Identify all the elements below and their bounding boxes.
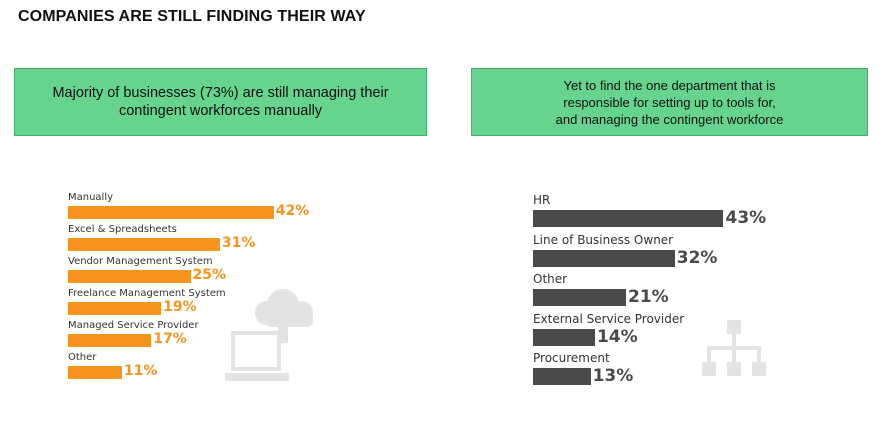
value-label-manually: 42% (275, 203, 310, 219)
bar-external-service-provider (533, 328, 596, 346)
cloud-upload-laptop-icon (225, 289, 313, 381)
value-label-freelance-management-system: 19% (163, 299, 197, 315)
category-label-vendor-management-system: Vendor Management System (68, 256, 213, 267)
value-label-hr: 43% (725, 208, 767, 228)
category-label-excel-spreadsheets: Excel & Spreadsheets (68, 224, 177, 235)
callout-left-text: Majority of businesses (73%) are still m… (52, 85, 389, 119)
org-chart-icon (702, 320, 766, 376)
value-label-vendor-management-system: 25% (192, 267, 227, 283)
category-label-hr: HR (533, 193, 551, 207)
bar-line-of-business-owner (533, 249, 675, 267)
bar-managed-service-provider (68, 334, 152, 347)
bar-manually (68, 206, 274, 219)
value-label-other: 21% (628, 287, 669, 307)
category-label-line-of-business-owner: Line of Business Owner (533, 232, 674, 247)
category-label-managed-service-provider: Managed Service Provider (68, 320, 199, 331)
value-label-excel-spreadsheets: 31% (221, 235, 256, 251)
bar-freelance-management-system (68, 302, 162, 315)
bar-other (533, 289, 627, 306)
value-label-line-of-business-owner: 32% (676, 247, 718, 268)
chart-current-management-method: Manually 42% Excel & Spreadsheets 31% Vendor… (0, 185, 440, 385)
chart-responsible-department: HR 43% Line of Business Owner 32% Other 21% Ex… (445, 185, 889, 386)
bar-excel-spreadsheets (68, 238, 220, 251)
value-label-external-service-provider: 14% (597, 326, 638, 347)
category-label-other: Other (533, 272, 568, 286)
callout-right-text: Yet to find the one department that is r… (555, 77, 784, 127)
value-label-other: 11% (123, 363, 158, 379)
category-label-other: Other (68, 352, 97, 363)
callout-department-ownership: Yet to find the one department that is r… (471, 68, 868, 136)
page-title: COMPANIES ARE STILL FINDING THEIR WAY (18, 8, 366, 25)
value-label-procurement: 13% (592, 366, 634, 386)
category-label-external-service-provider: External Service Provider (533, 311, 685, 326)
bar-vendor-management-system (68, 270, 191, 283)
category-label-procurement: Procurement (533, 351, 610, 365)
category-label-manually: Manually (68, 192, 114, 203)
bar-hr (533, 210, 724, 227)
callout-manual-management: Majority of businesses (73%) are still m… (14, 68, 427, 136)
category-label-freelance-management-system: Freelance Management System (68, 288, 226, 299)
bar-other (68, 366, 122, 379)
value-label-managed-service-provider: 17% (153, 331, 187, 347)
bar-procurement (533, 368, 591, 385)
